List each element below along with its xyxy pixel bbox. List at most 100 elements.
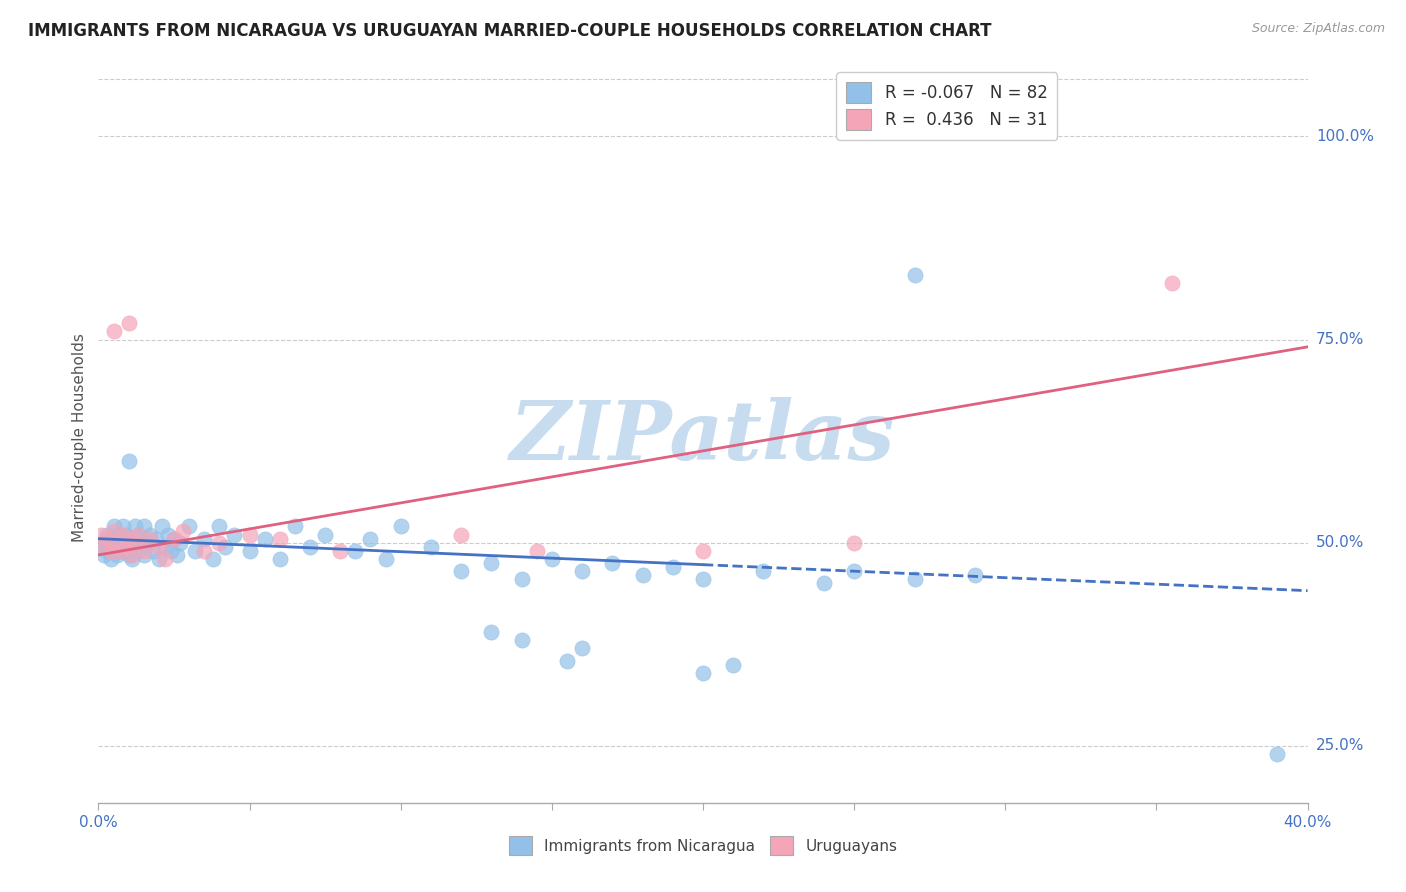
Point	[93, 548, 115, 562]
Point	[450, 564, 472, 578]
Point	[118, 316, 141, 330]
Point	[692, 665, 714, 680]
Text: Source: ZipAtlas.com: Source: ZipAtlas.com	[1251, 22, 1385, 36]
Point	[299, 540, 322, 554]
Point	[450, 527, 472, 541]
Point	[160, 544, 183, 558]
Point	[121, 535, 143, 549]
Point	[723, 657, 745, 672]
Point	[132, 519, 155, 533]
Point	[96, 527, 118, 541]
Point	[114, 540, 136, 554]
Point	[118, 532, 141, 546]
Point	[239, 544, 262, 558]
Point	[124, 519, 146, 533]
Point	[314, 527, 336, 541]
Text: 25.0%: 25.0%	[1316, 739, 1364, 754]
Point	[481, 625, 503, 640]
Point	[127, 544, 149, 558]
Point	[93, 540, 115, 554]
Point	[93, 535, 115, 549]
Point	[193, 532, 215, 546]
Point	[114, 544, 136, 558]
Point	[105, 535, 128, 549]
Point	[121, 548, 143, 562]
Point	[420, 540, 443, 554]
Point	[108, 544, 131, 558]
Point	[100, 532, 122, 546]
Point	[179, 519, 201, 533]
Point	[329, 544, 352, 558]
Point	[127, 527, 149, 541]
Point	[269, 532, 291, 546]
Point	[571, 564, 593, 578]
Point	[555, 654, 578, 668]
Point	[692, 544, 714, 558]
Legend: Immigrants from Nicaragua, Uruguayans: Immigrants from Nicaragua, Uruguayans	[502, 830, 904, 861]
Point	[103, 524, 125, 538]
Point	[90, 540, 112, 554]
Point	[150, 519, 173, 533]
Point	[540, 552, 562, 566]
Text: 50.0%: 50.0%	[1316, 535, 1364, 550]
Point	[135, 535, 157, 549]
Point	[965, 568, 987, 582]
Point	[224, 527, 246, 541]
Point	[142, 544, 165, 558]
Point	[153, 540, 176, 554]
Point	[510, 633, 533, 648]
Point	[481, 556, 503, 570]
Text: 100.0%: 100.0%	[1316, 128, 1374, 144]
Point	[360, 532, 382, 546]
Point	[269, 552, 291, 566]
Point	[111, 535, 134, 549]
Point	[127, 527, 149, 541]
Point	[904, 572, 927, 586]
Point	[100, 552, 122, 566]
Point	[103, 325, 125, 339]
Point	[193, 544, 215, 558]
Point	[132, 544, 155, 558]
Point	[124, 535, 146, 549]
Point	[145, 532, 167, 546]
Point	[214, 540, 236, 554]
Point	[239, 527, 262, 541]
Point	[111, 527, 134, 541]
Point	[156, 527, 179, 541]
Point	[148, 540, 170, 554]
Point	[96, 532, 118, 546]
Text: ZIPatlas: ZIPatlas	[510, 397, 896, 477]
Point	[139, 532, 162, 546]
Point	[692, 572, 714, 586]
Point	[1267, 747, 1289, 761]
Point	[118, 548, 141, 562]
Y-axis label: Married-couple Households: Married-couple Households	[72, 333, 87, 541]
Point	[389, 519, 412, 533]
Point	[103, 519, 125, 533]
Point	[904, 268, 927, 282]
Point	[105, 548, 128, 562]
Point	[208, 519, 231, 533]
Point	[124, 540, 146, 554]
Point	[118, 532, 141, 546]
Point	[153, 552, 176, 566]
Point	[169, 535, 191, 549]
Point	[661, 560, 683, 574]
Point	[96, 544, 118, 558]
Point	[631, 568, 654, 582]
Point	[202, 552, 225, 566]
Point	[139, 527, 162, 541]
Point	[111, 519, 134, 533]
Point	[752, 564, 775, 578]
Point	[571, 641, 593, 656]
Point	[121, 552, 143, 566]
Point	[118, 454, 141, 468]
Point	[208, 535, 231, 549]
Point	[813, 576, 835, 591]
Point	[108, 544, 131, 558]
Point	[344, 544, 367, 558]
Point	[163, 532, 186, 546]
Point	[100, 544, 122, 558]
Point	[374, 552, 396, 566]
Point	[103, 540, 125, 554]
